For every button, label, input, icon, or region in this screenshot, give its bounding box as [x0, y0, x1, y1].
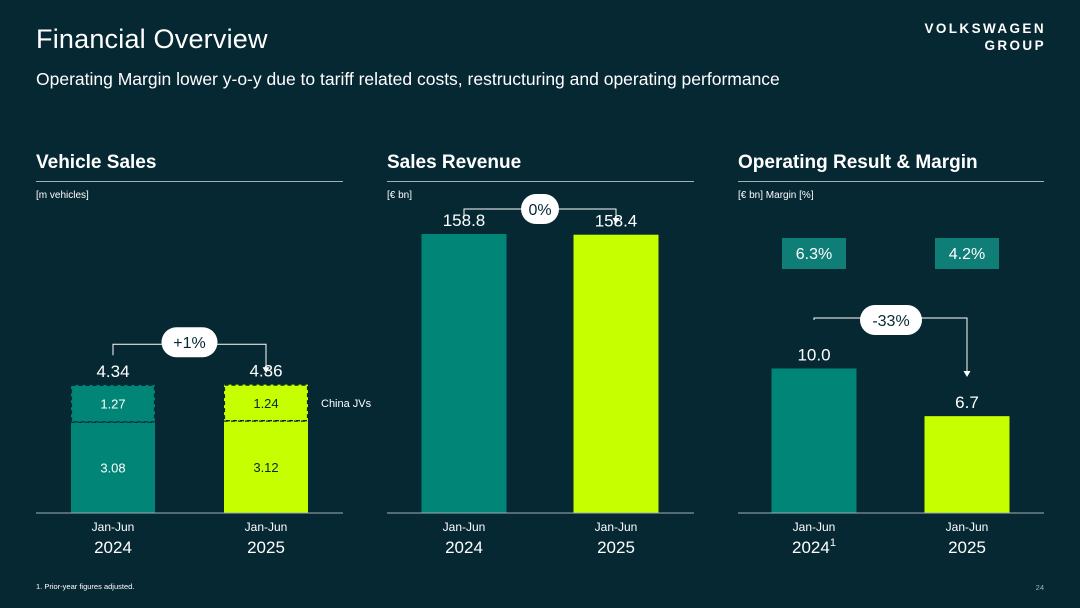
vehicle-sales-china-jvs-legend: China JVs: [321, 398, 372, 410]
operating-result-chart: 10.0 6.3% 6.7 4.2% -33% Jan-Jun 20241 Jan-Jun 20…: [738, 238, 1044, 557]
vehicle-sales-year-label: 2025: [247, 538, 285, 557]
sales-revenue-rule: [387, 181, 694, 182]
vehicle-sales-bar-china-jvs: [71, 384, 155, 423]
vehicle-sales-core-label: 3.12: [253, 460, 278, 475]
vehicle-sales-period-label: Jan-Jun: [92, 520, 135, 534]
operating-result-year-footnote-mark: 1: [830, 537, 836, 549]
page-number: 24: [1035, 583, 1044, 592]
sales-revenue-year-label: 2025: [597, 538, 635, 557]
vehicle-sales-unit: [m vehicles]: [36, 190, 89, 201]
vehicle-sales-period-label: Jan-Jun: [245, 520, 288, 534]
operating-result-bar: [924, 416, 1010, 513]
brand-line-2: GROUP: [984, 38, 1046, 53]
operating-result-change-value: -33%: [872, 313, 909, 330]
sales-revenue-unit: [€ bn]: [387, 190, 413, 201]
sales-revenue-change-arrow: [612, 218, 620, 224]
sales-revenue-title: Sales Revenue: [387, 152, 522, 173]
operating-margin-badge: [782, 238, 846, 269]
sales-revenue-year-label: 2024: [445, 538, 483, 557]
brand-logo: VOLKSWAGEN GROUP: [924, 20, 1046, 54]
vehicle-sales-change-badge: [161, 327, 218, 358]
page-subtitle: Operating Margin lower y-o-y due to tari…: [36, 69, 780, 89]
operating-result-unit: [€ bn] Margin [%]: [738, 190, 814, 201]
sales-revenue-bar: [573, 234, 659, 513]
vehicle-sales-change-arrow: [262, 367, 270, 374]
vehicle-sales-total-label: 4.34: [96, 362, 129, 381]
vehicle-sales-bar-china-jvs: [224, 384, 308, 422]
operating-result-change-arrow: [963, 371, 971, 377]
sales-revenue-change-value: 0%: [528, 202, 551, 219]
sales-revenue-change-badge: [521, 194, 559, 224]
brand-line-1: VOLKSWAGEN: [924, 21, 1046, 36]
vehicle-sales-china-jvs-outline: [70, 384, 156, 423]
vehicle-sales-china-jvs-label: 1.27: [100, 397, 125, 412]
page-title: Financial Overview: [36, 24, 268, 54]
footnote: 1. Prior-year figures adjusted.: [36, 582, 135, 591]
operating-margin-value: 4.2%: [949, 246, 985, 263]
vehicle-sales-bar-core: [224, 421, 308, 513]
operating-result-value-label: 6.7: [955, 393, 979, 412]
vehicle-sales-core-label: 3.08: [100, 461, 125, 476]
operating-result-year-label: 2025: [948, 538, 986, 557]
vehicle-sales-rule: [36, 181, 343, 182]
operating-result-rule: [738, 181, 1044, 182]
vehicle-sales-bar-core: [71, 422, 155, 513]
vehicle-sales-chart: 3.081.274.343.121.244.36China JVs+1%Jan-…: [36, 327, 372, 557]
vehicle-sales-china-jvs-outline: [223, 384, 309, 422]
operating-result-bar: [771, 368, 857, 513]
operating-result-period-label: Jan-Jun: [793, 520, 836, 534]
operating-result-value-label: 10.0: [797, 345, 830, 364]
vehicle-sales-change-value: +1%: [173, 335, 205, 352]
sales-revenue-bar: [421, 234, 507, 514]
operating-margin-badge: [935, 238, 999, 269]
operating-result-title: Operating Result & Margin: [738, 152, 978, 173]
sales-revenue-period-label: Jan-Jun: [595, 520, 638, 534]
vehicle-sales-title: Vehicle Sales: [36, 152, 157, 173]
vehicle-sales-year-label: 2024: [94, 538, 132, 557]
operating-margin-value: 6.3%: [796, 246, 832, 263]
operating-result-change-badge: [860, 305, 922, 335]
vehicle-sales-china-jvs-label: 1.24: [253, 396, 278, 411]
operating-result-period-label: Jan-Jun: [946, 520, 989, 534]
sales-revenue-value-label: 158.8: [443, 211, 486, 230]
sales-revenue-period-label: Jan-Jun: [443, 520, 486, 534]
operating-result-year-label: 20241: [792, 537, 836, 557]
